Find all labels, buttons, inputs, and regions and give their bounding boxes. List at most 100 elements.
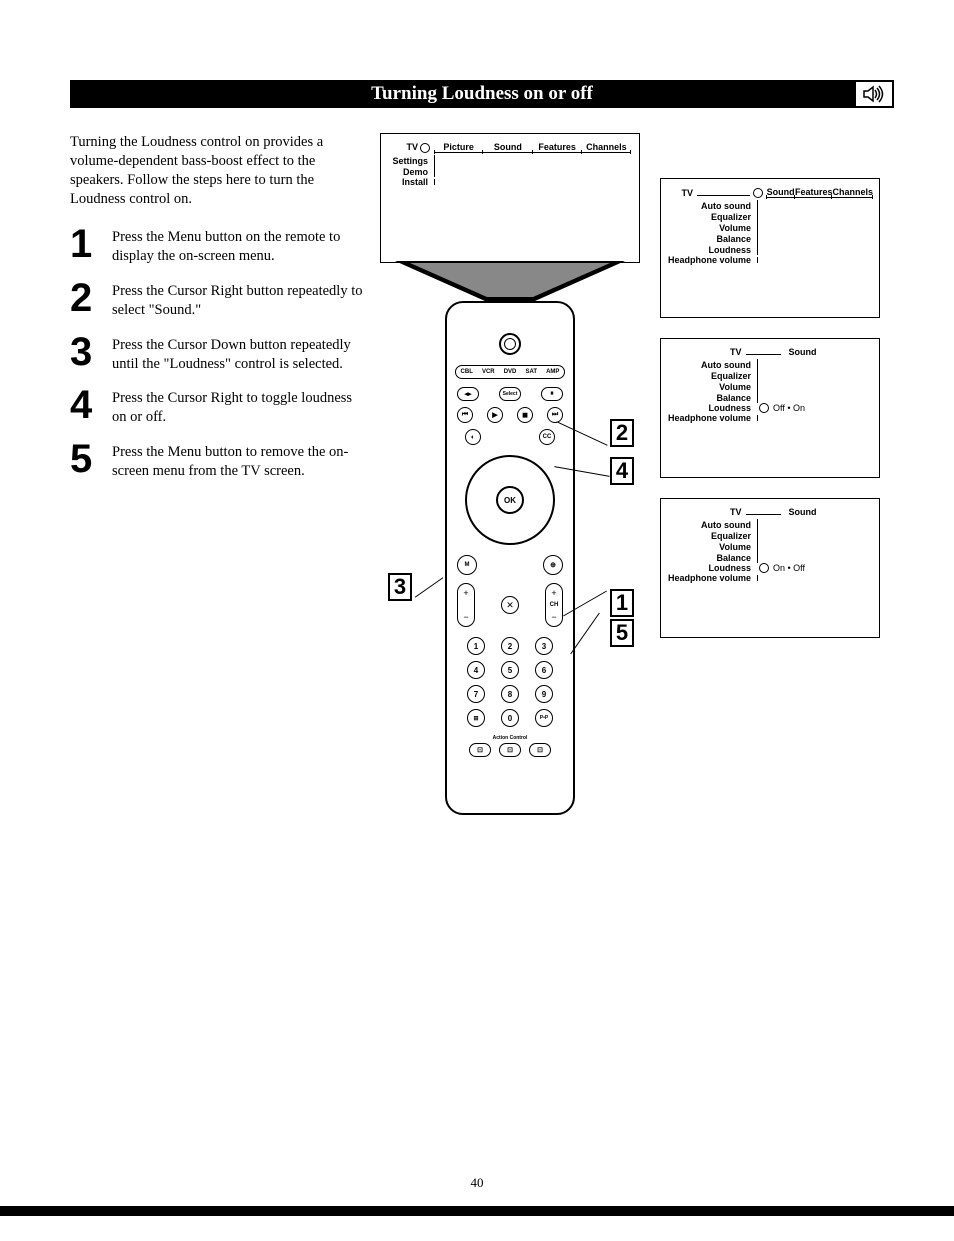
intro-text: Turning the Loudness control on provides… — [70, 133, 370, 208]
osd-item: Balance — [667, 393, 757, 403]
osd-item: Headphone volume — [667, 413, 757, 423]
select-button[interactable]: Select — [499, 387, 521, 401]
osd-item: Loudness — [667, 245, 757, 255]
num-5[interactable]: 5 — [501, 661, 519, 679]
osd-screen-3: TV Sound Auto sound Equalizer Volume Bal… — [660, 338, 880, 478]
volume-rocker[interactable]: +− — [457, 583, 475, 627]
osd-tv-label: TV — [716, 347, 746, 357]
callout-3: 3 — [388, 573, 412, 601]
osd-item: Headphone volume — [667, 573, 757, 583]
osd-item: Volume — [667, 542, 757, 552]
page-title-bar: Turning Loudness on or off — [70, 80, 894, 108]
step-num: 3 — [70, 334, 100, 374]
remote-btn[interactable]: ◂▸ — [457, 387, 479, 401]
step-3: 3 Press the Cursor Down button repeatedly… — [70, 334, 370, 374]
power-button[interactable] — [499, 333, 521, 355]
step-1: 1 Press the Menu button on the remote to … — [70, 226, 370, 266]
step-text: Press the Menu button on the remote to d… — [112, 226, 370, 266]
step-num: 4 — [70, 387, 100, 427]
osd-item: Settings — [389, 156, 434, 166]
osd-item: Install — [389, 177, 434, 187]
stop-button[interactable]: ◼ — [517, 407, 533, 423]
num-3[interactable]: 3 — [535, 637, 553, 655]
osd-item: Auto sound — [667, 201, 757, 211]
osd-tab: Channels — [832, 187, 873, 198]
ok-button[interactable]: OK — [496, 486, 524, 514]
num-7[interactable]: 7 — [467, 685, 485, 703]
osd-tv-label: TV — [389, 142, 434, 153]
cc-button[interactable]: CC — [539, 429, 555, 445]
page-title: Turning Loudness on or off — [371, 83, 593, 105]
osd-item: Auto sound — [667, 520, 757, 530]
forward-button[interactable]: ⏭ — [547, 407, 563, 423]
osd-tab: Channels — [582, 142, 631, 153]
osd-item: Balance — [667, 553, 757, 563]
osd-item: Volume — [667, 223, 757, 233]
mode-selector[interactable]: CBLVCRDVDSATAMP — [455, 365, 565, 379]
step-text: Press the Menu button to remove the on-s… — [112, 441, 370, 481]
step-5: 5 Press the Menu button to remove the on-… — [70, 441, 370, 481]
osd-screen-1: TV Picture Sound Features Channels Setti… — [380, 133, 640, 263]
num-ext[interactable]: ⊞ — [467, 709, 485, 727]
osd-tab: Sound — [781, 507, 825, 517]
step-text: Press the Cursor Right to toggle loudnes… — [112, 387, 370, 427]
osd-item: Volume — [667, 382, 757, 392]
step-4: 4 Press the Cursor Right to toggle loudne… — [70, 387, 370, 427]
step-num: 2 — [70, 280, 100, 320]
remote-btn[interactable]: ⏸ — [541, 387, 563, 401]
step-2: 2 Press the Cursor Right button repeatedl… — [70, 280, 370, 320]
play-button[interactable]: ▶ — [487, 407, 503, 423]
callout-4: 4 — [610, 457, 634, 485]
menu-button[interactable]: M — [457, 555, 477, 575]
osd-tab: Features — [795, 187, 833, 198]
step-text: Press the Cursor Right button repeatedly… — [112, 280, 370, 320]
remote-column: TV Picture Sound Features Channels Setti… — [380, 133, 640, 815]
remote-btn[interactable]: ◐ — [465, 429, 481, 445]
osd-screen-2: TV Sound Features Channels Auto sound Eq… — [660, 178, 880, 318]
channel-rocker[interactable]: +CH− — [545, 583, 563, 627]
funnel-graphic — [395, 261, 625, 301]
step-num: 5 — [70, 441, 100, 481]
osd-item: Equalizer — [667, 371, 757, 381]
num-9[interactable]: 9 — [535, 685, 553, 703]
page-footer-bar — [0, 1206, 954, 1216]
osd-tv-label: TV — [667, 188, 697, 198]
remote-btn[interactable]: ⊕ — [543, 555, 563, 575]
osd-tab: Sound — [766, 187, 795, 198]
num-4[interactable]: 4 — [467, 661, 485, 679]
num-8[interactable]: 8 — [501, 685, 519, 703]
osd-tv-label: TV — [716, 507, 746, 517]
instructions-column: Turning the Loudness control on provides… — [70, 133, 370, 815]
page-number: 40 — [471, 1175, 484, 1191]
osd-item: Equalizer — [667, 212, 757, 222]
osd-item-loudness: Loudness — [667, 403, 757, 413]
step-num: 1 — [70, 226, 100, 266]
ac-button[interactable]: ⊡ — [529, 743, 551, 757]
osd-item: Headphone volume — [667, 255, 757, 265]
num-1[interactable]: 1 — [467, 637, 485, 655]
osd-tab: Sound — [781, 347, 825, 357]
num-6[interactable]: 6 — [535, 661, 553, 679]
osd-item: Balance — [667, 234, 757, 244]
osd-tab: Sound — [483, 142, 532, 153]
dpad[interactable]: OK — [465, 455, 555, 545]
osd-item-loudness: Loudness — [667, 563, 757, 573]
ac-button[interactable]: ⊡ — [469, 743, 491, 757]
loudness-value: Off • On — [773, 403, 805, 413]
mute-button[interactable]: ✕ — [501, 596, 519, 614]
callout-5: 5 — [610, 619, 634, 647]
num-pp[interactable]: P•P — [535, 709, 553, 727]
num-2[interactable]: 2 — [501, 637, 519, 655]
osd-item: Auto sound — [667, 360, 757, 370]
remote-control: CBLVCRDVDSATAMP ◂▸ Select ⏸ ⏮ ▶ ◼ ⏭ ◐ — [445, 301, 575, 815]
callout-1: 1 — [610, 589, 634, 617]
number-pad: 1 2 3 4 5 6 7 8 9 ⊞ 0 P•P — [455, 637, 565, 727]
osd-item: Equalizer — [667, 531, 757, 541]
step-text: Press the Cursor Down button repeatedly … — [112, 334, 370, 374]
ac-button[interactable]: ⊡ — [499, 743, 521, 757]
speaker-icon — [854, 80, 894, 108]
action-control-label: Action Control — [455, 735, 565, 741]
osd-item: Demo — [389, 167, 434, 177]
rewind-button[interactable]: ⏮ — [457, 407, 473, 423]
num-0[interactable]: 0 — [501, 709, 519, 727]
